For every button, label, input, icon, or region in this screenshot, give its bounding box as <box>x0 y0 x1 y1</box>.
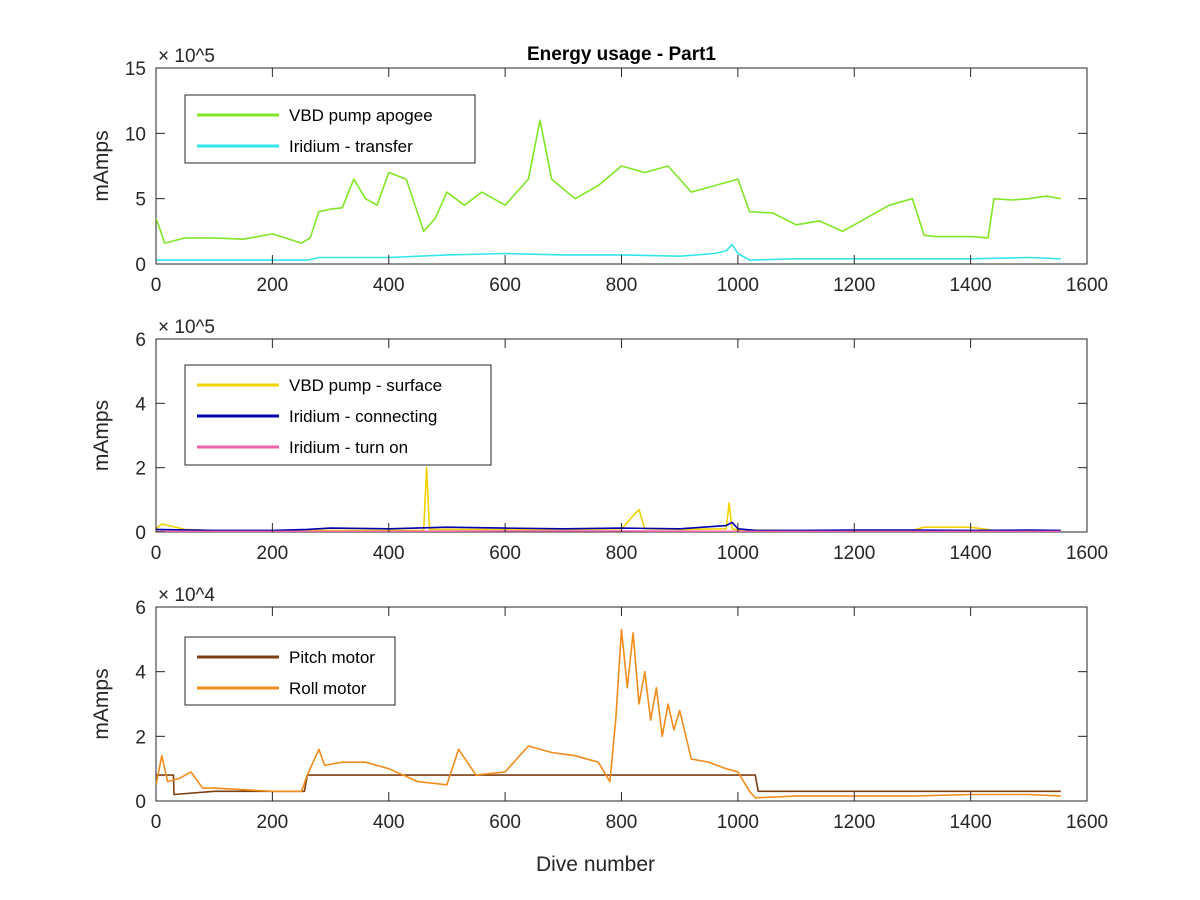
x-tick-label: 0 <box>151 275 162 296</box>
subplot-3: 0 200 400 600 800 1000 1200 1400 1600 0 2 4 6 × 10^4 m… <box>90 585 1108 876</box>
series-line-2 <box>156 243 1061 261</box>
x-tick-label: 600 <box>489 275 521 296</box>
y-tick-label: 5 <box>135 190 146 211</box>
x-tick-label: 1600 <box>1066 543 1108 564</box>
y-tick-label: 4 <box>135 663 146 684</box>
legend-label: VBD pump - surface <box>289 376 442 395</box>
legend-label: Roll motor <box>289 679 367 698</box>
y-exponent-label: × 10^5 <box>158 46 215 67</box>
x-tick-label: 400 <box>373 812 405 833</box>
x-tick-label: 1400 <box>949 543 991 564</box>
series-line-1 <box>156 119 1061 244</box>
y-tick-label: 2 <box>135 727 146 748</box>
chart-title: Energy usage - Part1 <box>527 44 716 65</box>
y-tick-label: 10 <box>125 124 146 145</box>
y-axis-label: mAmps <box>90 668 113 739</box>
x-tick-label: 1000 <box>717 275 759 296</box>
y-tick-label: 0 <box>135 792 146 813</box>
x-tick-label: 600 <box>489 812 521 833</box>
x-tick-label: 1000 <box>717 543 759 564</box>
y-tick-label: 2 <box>135 459 146 480</box>
legend: VBD pump - surface Iridium - connecting Ir… <box>184 364 492 466</box>
x-tick-label: 1000 <box>717 812 759 833</box>
x-tick-label: 1400 <box>949 812 991 833</box>
x-tick-label: 200 <box>257 275 289 296</box>
legend-box <box>184 94 476 164</box>
x-tick-label: 1600 <box>1066 275 1108 296</box>
legend-label: Iridium - transfer <box>289 137 413 156</box>
legend-box <box>184 636 396 706</box>
x-tick-label: 1200 <box>833 812 875 833</box>
subplot-1: 0 200 400 600 800 1000 1200 1400 1600 0 5 10 15 × 10^… <box>90 44 1108 296</box>
y-tick-label: 0 <box>135 255 146 276</box>
series-line-2 <box>156 628 1061 799</box>
x-axis-label: Dive number <box>536 853 655 876</box>
y-exponent-label: × 10^4 <box>158 585 215 606</box>
legend-label: Iridium - connecting <box>289 407 437 426</box>
x-tick-label: 200 <box>257 812 289 833</box>
x-tick-label: 1200 <box>833 275 875 296</box>
y-tick-label: 6 <box>135 598 146 619</box>
y-axis-label: mAmps <box>90 130 113 201</box>
y-axis-label: mAmps <box>90 400 113 471</box>
x-tick-label: 1600 <box>1066 812 1108 833</box>
y-exponent-label: × 10^5 <box>158 317 215 338</box>
series-line-2 <box>156 521 1061 532</box>
x-tick-label: 400 <box>373 275 405 296</box>
legend: Pitch motor Roll motor <box>184 636 396 706</box>
x-tick-label: 800 <box>606 812 638 833</box>
legend-label: VBD pump apogee <box>289 106 433 125</box>
x-tick-label: 800 <box>606 543 638 564</box>
series-line-1 <box>156 774 1061 796</box>
legend-label: Pitch motor <box>289 648 375 667</box>
legend-label: Iridium - turn on <box>289 438 408 457</box>
x-tick-label: 1200 <box>833 543 875 564</box>
y-tick-label: 4 <box>135 394 146 415</box>
y-tick-label: 15 <box>125 59 146 80</box>
x-tick-label: 800 <box>606 275 638 296</box>
x-tick-label: 600 <box>489 543 521 564</box>
x-tick-label: 200 <box>257 543 289 564</box>
x-tick-label: 400 <box>373 543 405 564</box>
legend: VBD pump apogee Iridium - transfer <box>184 94 476 164</box>
x-tick-label: 0 <box>151 543 162 564</box>
x-tick-label: 1400 <box>949 275 991 296</box>
y-tick-label: 6 <box>135 330 146 351</box>
x-tick-label: 0 <box>151 812 162 833</box>
y-tick-label: 0 <box>135 523 146 544</box>
subplot-2: 0 200 400 600 800 1000 1200 1400 1600 0 2 4 6 × 10^5 m… <box>90 317 1108 564</box>
